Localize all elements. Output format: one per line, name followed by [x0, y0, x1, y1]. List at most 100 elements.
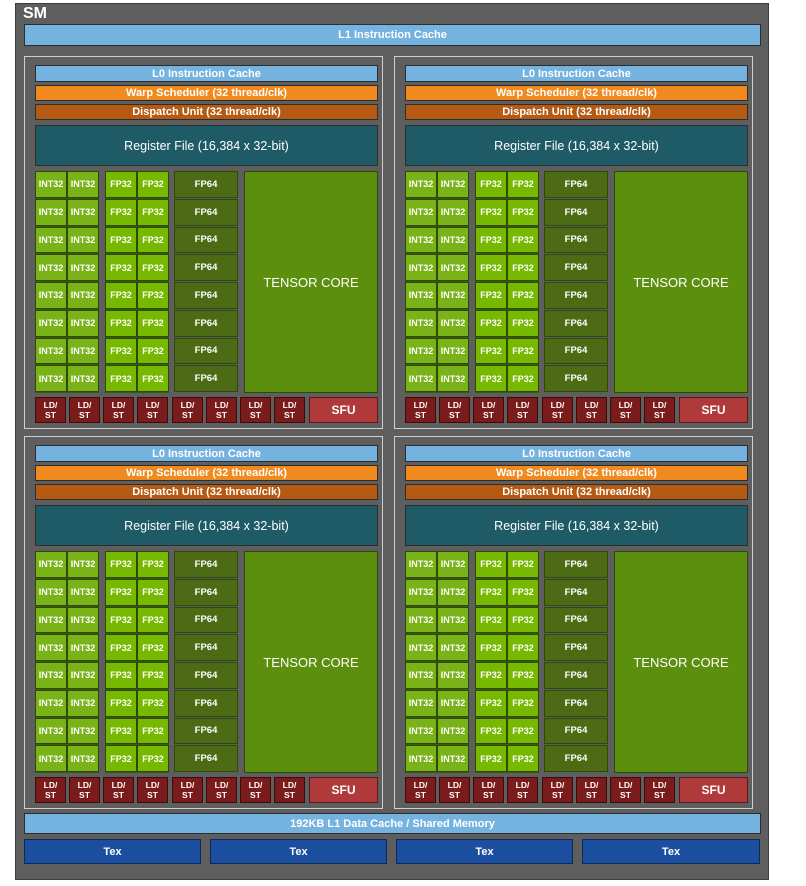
fp64-unit: FP64: [544, 578, 608, 606]
fp64-unit: FP64: [174, 337, 238, 365]
fp64-unit: FP64: [174, 634, 238, 661]
ld-st-label: LD/ST: [482, 780, 496, 800]
tex-unit-2: Tex: [210, 839, 387, 864]
ld-st-label-line2: ST: [517, 410, 528, 420]
ld-st-label-line1: LD/: [145, 400, 160, 410]
fp64-unit: FP64: [174, 578, 238, 606]
fp64-unit: FP64: [544, 171, 608, 198]
fp64-unit: FP64: [174, 254, 238, 281]
int32-unit: INT32: [437, 171, 469, 198]
int32-unit: INT32: [405, 337, 437, 365]
int32-unit: INT32: [405, 606, 437, 634]
ld-st-label: LD/ST: [516, 400, 530, 420]
ld-st-label-line1: LD/: [481, 400, 496, 410]
dispatch-unit: Dispatch Unit (32 thread/clk): [35, 104, 378, 120]
fp32-unit: FP32: [507, 551, 539, 578]
sfu-unit: SFU: [679, 397, 748, 423]
fp32-unit: FP32: [137, 606, 169, 634]
int32-unit: INT32: [35, 606, 67, 634]
int32-unit: INT32: [67, 717, 99, 745]
int32-unit: INT32: [437, 254, 469, 281]
fp32-unit: FP32: [105, 198, 137, 226]
int32-unit: INT32: [437, 337, 469, 365]
fp32-unit: FP32: [137, 226, 169, 254]
fp32-unit: FP32: [475, 606, 507, 634]
int32-unit: INT32: [405, 662, 437, 689]
int32-unit: INT32: [35, 365, 67, 392]
ld-st-label: LD/ST: [516, 780, 530, 800]
int32-unit: INT32: [35, 282, 67, 309]
ld-st-label: LD/ST: [414, 780, 428, 800]
int32-unit: INT32: [405, 365, 437, 392]
ld-st-label-line1: LD/: [550, 400, 565, 410]
tensor-core: TENSOR CORE: [244, 171, 378, 393]
processing-block-2: L0 Instruction Cache Warp Scheduler (32 t…: [394, 56, 753, 429]
int32-unit: INT32: [35, 551, 67, 578]
fp32-unit: FP32: [105, 634, 137, 661]
processing-block-3: L0 Instruction Cache Warp Scheduler (32 t…: [24, 436, 383, 809]
fp64-unit: FP64: [544, 226, 608, 254]
int32-unit: INT32: [437, 634, 469, 661]
int32-unit: INT32: [35, 226, 67, 254]
fp32-unit: FP32: [507, 171, 539, 198]
fp32-unit: FP32: [105, 745, 137, 772]
sfu-unit: SFU: [679, 777, 748, 803]
int32-unit: INT32: [405, 689, 437, 717]
ld-st-label: LD/ST: [619, 780, 633, 800]
sm-label: SM: [23, 5, 47, 22]
ld-st-unit: LD/ST: [610, 777, 641, 803]
fp32-unit: FP32: [105, 689, 137, 717]
fp32-unit: FP32: [105, 337, 137, 365]
int32-unit: INT32: [437, 198, 469, 226]
fp32-unit: FP32: [137, 578, 169, 606]
int32-unit: INT32: [67, 226, 99, 254]
ld-st-unit: LD/ST: [507, 397, 538, 423]
ld-st-unit: LD/ST: [473, 397, 504, 423]
int32-unit: INT32: [35, 198, 67, 226]
ld-st-label-line2: ST: [586, 790, 597, 800]
ld-st-unit: LD/ST: [103, 777, 134, 803]
register-file: Register File (16,384 x 32-bit): [405, 125, 748, 166]
fp64-unit: FP64: [174, 717, 238, 745]
ld-st-label-line1: LD/: [180, 400, 195, 410]
ld-st-label: LD/ST: [249, 400, 263, 420]
fp32-unit: FP32: [105, 254, 137, 281]
fp32-unit: FP32: [105, 309, 137, 337]
fp32-unit: FP32: [105, 226, 137, 254]
int32-unit: INT32: [405, 254, 437, 281]
int32-unit: INT32: [35, 662, 67, 689]
ld-st-label: LD/ST: [653, 400, 667, 420]
fp32-unit: FP32: [475, 226, 507, 254]
fp64-unit: FP64: [174, 282, 238, 309]
int32-unit: INT32: [35, 309, 67, 337]
int32-unit: INT32: [405, 717, 437, 745]
int32-unit: INT32: [67, 662, 99, 689]
fp32-unit: FP32: [507, 365, 539, 392]
ld-st-unit: LD/ST: [103, 397, 134, 423]
tensor-core: TENSOR CORE: [614, 551, 748, 773]
fp32-unit: FP32: [137, 309, 169, 337]
ld-st-label-line2: ST: [45, 790, 56, 800]
fp32-unit: FP32: [105, 578, 137, 606]
fp32-unit: FP32: [507, 337, 539, 365]
fp32-unit: FP32: [475, 282, 507, 309]
fp64-unit: FP64: [544, 282, 608, 309]
fp64-unit: FP64: [544, 365, 608, 392]
ld-st-label: LD/ST: [78, 400, 92, 420]
fp32-unit: FP32: [137, 745, 169, 772]
fp32-unit: FP32: [105, 171, 137, 198]
register-file: Register File (16,384 x 32-bit): [35, 505, 378, 546]
ld-st-unit: LD/ST: [69, 777, 100, 803]
fp32-unit: FP32: [475, 365, 507, 392]
ld-st-unit: LD/ST: [172, 777, 203, 803]
ld-st-label-line1: LD/: [618, 780, 633, 790]
ld-st-unit: LD/ST: [473, 777, 504, 803]
ld-st-label: LD/ST: [146, 780, 160, 800]
fp32-unit: FP32: [137, 551, 169, 578]
ld-st-unit: LD/ST: [206, 397, 237, 423]
ld-st-label-line1: LD/: [550, 780, 565, 790]
int32-unit: INT32: [67, 634, 99, 661]
ld-st-unit: LD/ST: [439, 397, 470, 423]
int32-unit: INT32: [437, 282, 469, 309]
tex-unit-4: Tex: [582, 839, 760, 864]
